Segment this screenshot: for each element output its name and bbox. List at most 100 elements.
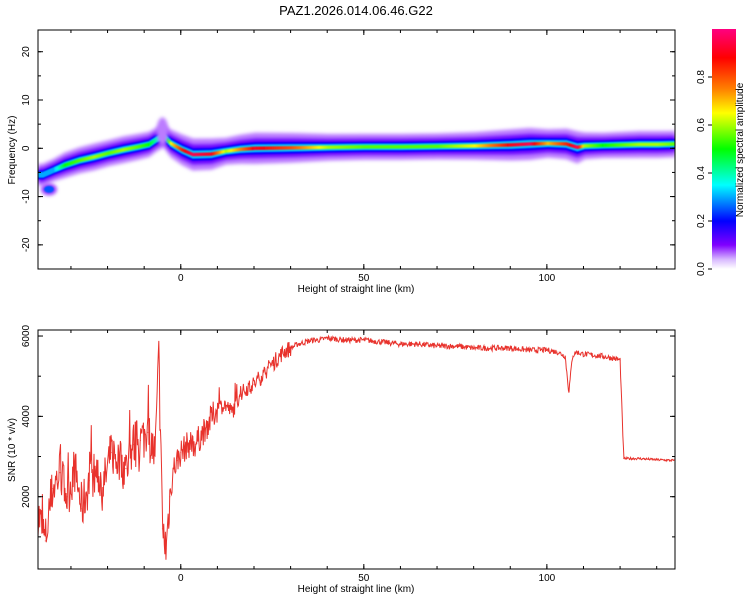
spectrogram-ridge-cell [442, 144, 445, 148]
spectrogram-ridge-cell [186, 150, 189, 154]
chart-title: PAZ1.2026.014.06.46.G22 [279, 3, 433, 18]
spectrogram-ridge-cell [554, 141, 557, 146]
spectrogram-ridge-cell [189, 152, 193, 156]
spectrogram-ridge-cell [167, 139, 171, 144]
spectrogram-ridge-cell [193, 152, 197, 157]
snr-point [44, 540, 46, 542]
spectrogram-ridge-cell [416, 144, 420, 149]
spectrogram-ridge-cell [643, 142, 647, 147]
spectrogram-ridge-cell [632, 142, 636, 147]
colorbar-tick-label: 0.2 [696, 214, 707, 228]
spectrogram-ridge-cell [502, 143, 506, 147]
spectrogram-ridge-cell [47, 170, 50, 175]
snr-point [132, 443, 134, 446]
spectrogram-ridge-cell [52, 168, 56, 172]
spectrogram-ridge-cell [497, 143, 500, 147]
spectrogram-ridge-cell [81, 157, 85, 162]
spectrogram-ridge-cell [356, 145, 359, 149]
spectrogram-secondary-blob [43, 185, 54, 193]
spectrogram-ridge-cell [471, 144, 475, 148]
snr-point [95, 471, 98, 474]
spectrogram-ridge-cell [552, 141, 555, 146]
spectrogram-ridge-cell [352, 145, 356, 149]
spectrogram-ridge-cell [177, 145, 180, 150]
spectrogram-ridge-cell [574, 145, 577, 149]
snr-point [282, 351, 284, 353]
colorbar: 0.0 0.2 0.4 0.6 0.8 Normalized spectral ampl… [696, 29, 746, 276]
snr-x-label: Height of straight line (km) [298, 584, 415, 595]
spectrogram-ridge-cell [210, 152, 213, 156]
spectrogram-ridge-cell [138, 144, 142, 149]
spectrogram-ridge-cell [248, 146, 251, 151]
spectrogram-ridge-cell [451, 144, 455, 148]
spectrogram-heatmap [38, 117, 675, 196]
spectrogram-ridge-cell [308, 145, 312, 150]
spectrogram-ridge-cell [54, 167, 57, 171]
spectrogram-ridge-cell [482, 143, 486, 148]
snr-point [623, 457, 625, 460]
spectrogram-ridge-cell [219, 150, 222, 154]
spectrogram-ridge-cell [517, 142, 521, 147]
snr-point [246, 387, 248, 389]
spectrogram-ridge-cell [528, 142, 531, 146]
snr-point [154, 455, 156, 458]
spectrogram-ridge-cell [347, 145, 350, 149]
spectrogram-ridge-cell [499, 143, 502, 147]
spectrogram-ridge-cell [341, 145, 345, 149]
spectrogram-ridge-cell [435, 144, 438, 149]
snr-point [66, 496, 68, 498]
spectrogram-ridge-cell [129, 146, 132, 150]
spectrogram-ridge-cell [673, 142, 675, 146]
spectrogram-ridge-cell [645, 142, 649, 147]
spectrogram-ridge-cell [125, 147, 129, 151]
spectrogram-ridge-cell [610, 143, 614, 147]
spectrogram-ridge-cell [424, 144, 427, 149]
spectrogram-ridge-cell [590, 143, 594, 148]
spectrogram-ridge-cell [634, 142, 638, 147]
snr-point [568, 391, 570, 393]
spectrogram-ridge-cell [612, 143, 616, 147]
spectrogram-ridge-cell [329, 145, 332, 149]
spectrogram-ridge-cell [153, 139, 156, 143]
spectrogram-ridge-cell [111, 150, 114, 154]
spectrogram-y-tick-label: 20 [21, 46, 32, 58]
spectrogram-ridge-cell [603, 143, 607, 148]
spectrogram-ridge-cell [351, 145, 354, 149]
spectrogram-ridge-cell [316, 145, 319, 150]
spectrogram-ridge-cell [144, 143, 147, 147]
spectrogram-ridge-cell [83, 157, 87, 161]
spectrogram-y-tick-label: -10 [21, 189, 32, 204]
spectrogram-ridge-cell [480, 143, 484, 148]
spectrogram-ridge-cell [556, 142, 559, 146]
spectrogram-ridge-cell [301, 145, 305, 150]
spectrogram-ridge-cell [285, 146, 288, 150]
spectrogram-ridge-cell [543, 141, 546, 146]
spectrogram-ridge-cell [253, 146, 257, 150]
spectrogram-ridge-cell [400, 145, 403, 149]
spectrogram-ridge-cell [585, 144, 588, 148]
spectrogram-ridge-cell [211, 152, 215, 156]
snr-point [546, 349, 548, 351]
spectrogram-ridge-cell [105, 151, 109, 156]
spectrogram-ridge-cell [631, 142, 634, 147]
spectrogram-ridge-cell [87, 156, 90, 160]
spectrogram-x-label: Height of straight line (km) [298, 284, 415, 295]
spectrogram-ridge-cell [63, 163, 67, 167]
spectrogram-ridge-cell [217, 150, 220, 155]
snr-panel: 0 50 100 2000 4000 6000 Height of straight li… [7, 324, 676, 595]
spectrogram-ridge-cell [296, 146, 299, 150]
spectrogram-ridge-cell [243, 147, 246, 151]
spectrogram-ridge-cell [427, 144, 431, 149]
spectrogram-ridge-cell [102, 152, 105, 157]
spectrogram-ridge-cell [579, 144, 583, 149]
spectrogram-ridge-cell [526, 142, 530, 146]
spectrogram-ridge-cell [402, 145, 405, 149]
spectrogram-ridge-cell [199, 152, 202, 157]
spectrogram-peak-halo [156, 117, 169, 146]
spectrogram-ridge-cell [188, 151, 191, 155]
spectrogram-ridge-cell [532, 142, 535, 146]
snr-point [176, 459, 178, 462]
spectrogram-ridge-cell [521, 142, 524, 147]
colorbar-tick-label: 0.8 [696, 70, 707, 84]
spectrogram-y-tick-label: -20 [21, 237, 32, 252]
